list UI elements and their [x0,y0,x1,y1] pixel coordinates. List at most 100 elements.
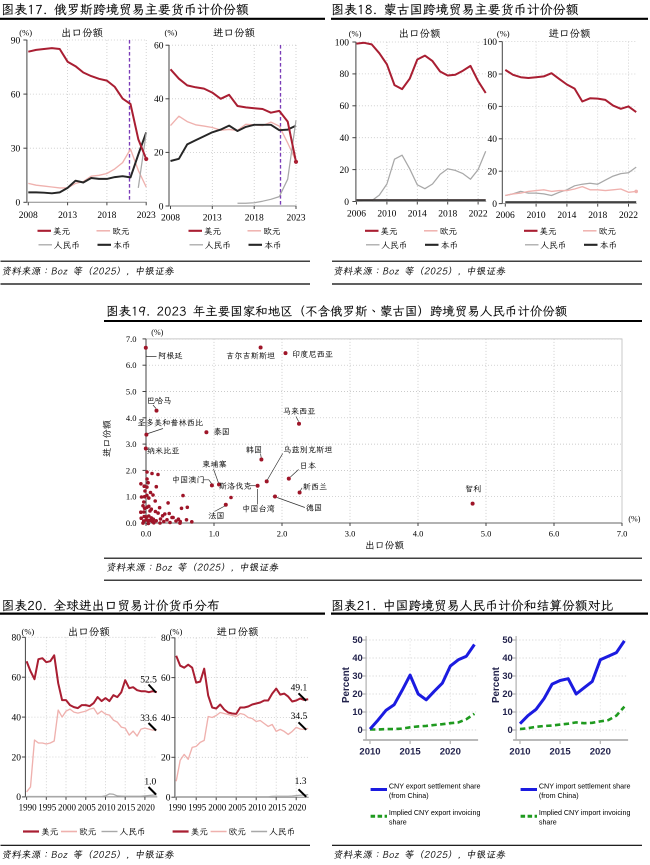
svg-text:2013: 2013 [203,214,222,224]
svg-text:0: 0 [159,202,164,212]
svg-text:4.0: 4.0 [126,413,137,423]
svg-text:40: 40 [161,714,171,724]
svg-text:100: 100 [483,38,498,48]
svg-text:Percent: Percent [491,666,502,703]
svg-text:2014: 2014 [557,211,576,221]
svg-text:0: 0 [166,794,171,804]
svg-text:2018: 2018 [588,211,607,221]
svg-text:80: 80 [340,70,350,80]
svg-text:(%): (%) [349,28,362,38]
svg-text:2020: 2020 [288,803,307,813]
svg-text:80: 80 [161,634,171,644]
svg-text:1.0: 1.0 [144,778,156,788]
svg-text:30: 30 [502,671,512,681]
svg-text:2008: 2008 [161,214,180,224]
svg-text:6.0: 6.0 [549,529,560,539]
svg-text:0.0: 0.0 [126,518,137,528]
svg-text:CNY import settlement share: CNY import settlement share [539,782,631,790]
svg-text:33.6: 33.6 [140,714,157,724]
svg-text:1990: 1990 [168,803,187,813]
svg-text:60: 60 [12,674,22,684]
svg-text:0.0: 0.0 [141,529,152,539]
svg-text:(%): (%) [22,626,35,636]
svg-text:2015: 2015 [117,803,136,813]
svg-text:60: 60 [161,674,171,684]
svg-text:2000: 2000 [208,803,227,813]
svg-text:10: 10 [352,707,362,717]
svg-text:7.0: 7.0 [126,334,137,344]
svg-text:0: 0 [358,725,363,735]
svg-text:2010: 2010 [509,747,530,758]
svg-text:2020: 2020 [440,747,461,758]
svg-text:2005: 2005 [78,803,97,813]
svg-text:share: share [389,819,407,827]
svg-text:50: 50 [352,635,362,645]
svg-text:40: 40 [340,134,350,144]
svg-text:50: 50 [502,635,512,645]
svg-text:20: 20 [154,149,164,159]
svg-text:40: 40 [488,135,498,145]
svg-text:2006: 2006 [347,210,366,220]
svg-text:2022: 2022 [619,211,638,221]
svg-text:20: 20 [161,754,171,764]
svg-text:Implied CNY export invoicing: Implied CNY export invoicing [389,809,481,817]
svg-text:60: 60 [11,90,21,100]
svg-text:20: 20 [12,753,22,763]
svg-text:2015: 2015 [550,747,572,758]
svg-text:(%): (%) [628,515,640,524]
svg-text:5.0: 5.0 [481,529,492,539]
svg-text:2006: 2006 [496,211,515,221]
svg-text:2014: 2014 [408,210,427,220]
svg-text:2010: 2010 [98,803,117,813]
svg-text:40: 40 [502,653,512,663]
svg-text:60: 60 [154,42,164,52]
svg-text:2023: 2023 [137,211,156,221]
svg-text:2.0: 2.0 [277,529,288,539]
svg-text:5.0: 5.0 [126,387,137,397]
svg-text:Percent: Percent [341,666,352,703]
svg-text:2015: 2015 [400,747,422,758]
svg-text:2023: 2023 [287,214,306,224]
svg-text:80: 80 [488,70,498,80]
svg-text:2018: 2018 [97,211,116,221]
svg-text:1.0: 1.0 [126,492,137,502]
svg-text:20: 20 [488,168,498,178]
svg-text:40: 40 [352,653,362,663]
svg-text:20: 20 [340,166,350,176]
svg-text:6.0: 6.0 [126,360,137,370]
svg-text:80: 80 [12,634,22,644]
svg-text:1995: 1995 [38,803,57,813]
svg-text:(%): (%) [497,28,510,38]
svg-text:2010: 2010 [248,803,267,813]
svg-text:2020: 2020 [137,803,156,813]
svg-text:3.0: 3.0 [345,529,356,539]
svg-text:30: 30 [11,145,21,155]
svg-text:0: 0 [16,793,21,803]
svg-text:2010: 2010 [359,747,380,758]
svg-text:1995: 1995 [188,803,207,813]
svg-text:3.0: 3.0 [126,439,137,449]
svg-text:2018: 2018 [245,214,264,224]
svg-text:0: 0 [492,200,497,210]
svg-text:49.1: 49.1 [291,684,308,694]
svg-text:2013: 2013 [58,211,77,221]
svg-text:2020: 2020 [590,747,611,758]
svg-text:2010: 2010 [527,211,546,221]
svg-text:20: 20 [502,689,512,699]
svg-text:90: 90 [11,36,21,46]
svg-text:2005: 2005 [228,803,247,813]
svg-text:2015: 2015 [268,803,287,813]
svg-text:1990: 1990 [19,803,38,813]
svg-text:2000: 2000 [58,803,77,813]
svg-text:0: 0 [16,199,21,209]
svg-text:share: share [539,819,557,827]
svg-text:1.0: 1.0 [209,529,220,539]
svg-text:2.0: 2.0 [126,465,137,475]
svg-text:2008: 2008 [19,211,38,221]
svg-text:30: 30 [352,671,362,681]
svg-text:(%): (%) [165,27,178,37]
svg-text:(from China): (from China) [389,792,429,800]
svg-text:60: 60 [488,103,498,113]
svg-text:7.0: 7.0 [617,529,628,539]
svg-text:(from China): (from China) [539,792,579,800]
